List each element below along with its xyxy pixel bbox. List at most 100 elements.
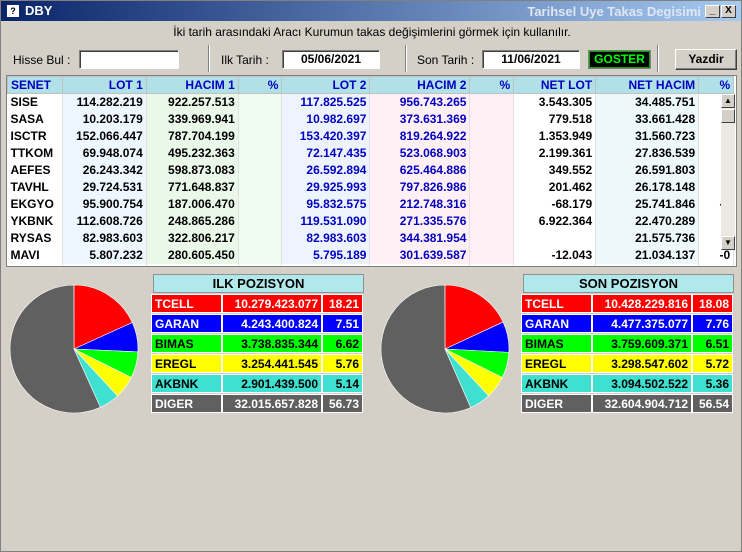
takas-grid[interactable]: SENET LOT 1 HACIM 1% LOT 2 HACIM 2% NET LOT NE… bbox=[6, 75, 737, 267]
column-header[interactable]: NET LOT bbox=[513, 76, 597, 94]
column-header[interactable]: LOT 2 bbox=[281, 76, 371, 94]
table-row[interactable]: ISCTR 152.066.447 787.704.199 153.420.397 81… bbox=[7, 127, 735, 145]
table-cell bbox=[238, 229, 283, 247]
table-cell: 797.826.986 bbox=[369, 178, 471, 196]
position-pct: 5.14 bbox=[322, 374, 363, 393]
table-row[interactable]: TTKOM 69.948.074 495.232.363 72.147.435 523.… bbox=[7, 144, 735, 162]
table-cell: 82.983.603 bbox=[281, 229, 371, 247]
position-name: EREGL bbox=[521, 354, 592, 373]
table-cell: 95.900.754 bbox=[62, 195, 147, 213]
column-header[interactable]: % bbox=[237, 76, 283, 94]
column-header[interactable]: LOT 1 bbox=[62, 76, 147, 94]
position-value: 3.094.502.522 bbox=[592, 374, 692, 393]
position-pct: 7.51 bbox=[322, 314, 363, 333]
app-icon[interactable]: ? bbox=[7, 5, 19, 17]
table-cell bbox=[469, 93, 515, 111]
scroll-down-icon[interactable]: ▼ bbox=[721, 236, 735, 250]
table-row[interactable]: TAVHL 29.724.531 771.648.837 29.925.993 797.… bbox=[7, 178, 735, 196]
table-cell: 922.257.513 bbox=[146, 93, 239, 111]
table-cell: -68.179 bbox=[513, 195, 597, 213]
table-cell: 25.741.846 bbox=[595, 195, 700, 213]
hisse-search-input[interactable] bbox=[79, 50, 179, 69]
table-cell: -0 bbox=[698, 246, 735, 264]
table-row[interactable]: MAVI 5.807.232 280.605.450 5.795.189 301.639… bbox=[7, 246, 735, 264]
table-cell: 27.836.539 bbox=[595, 144, 700, 162]
vertical-scrollbar[interactable]: ▲ ▼ bbox=[721, 94, 735, 250]
table-cell: 819.264.922 bbox=[369, 127, 471, 145]
ilk-pozisyon-header: ILK POZISYON bbox=[153, 274, 364, 293]
position-pct: 56.54 bbox=[692, 394, 733, 413]
table-cell: 5.807.232 bbox=[62, 246, 147, 264]
son-tarih-input[interactable]: 11/06/2021 bbox=[482, 50, 580, 69]
goster-button[interactable]: GOSTER bbox=[588, 50, 651, 69]
table-cell: 771.648.837 bbox=[146, 178, 239, 196]
table-cell bbox=[469, 178, 515, 196]
total-cell bbox=[698, 263, 735, 266]
column-header[interactable]: HACIM 2 bbox=[369, 76, 471, 94]
table-row[interactable]: SASA 10.203.179 339.969.941 10.982.697 373.6… bbox=[7, 110, 735, 128]
table-row[interactable]: AEFES 26.243.342 598.873.083 26.592.894 625.… bbox=[7, 161, 735, 179]
position-row: GARAN 4.477.375.077 7.76 bbox=[521, 314, 733, 333]
position-value: 2.901.439.500 bbox=[222, 374, 322, 393]
position-value: 4.477.375.077 bbox=[592, 314, 692, 333]
total-cell: 4.599.763.523 bbox=[62, 263, 147, 266]
ilk-tarih-label: Ilk Tarih : bbox=[221, 53, 269, 67]
table-cell: 117.825.525 bbox=[281, 93, 371, 111]
pie-slice-diger bbox=[380, 284, 472, 414]
ilk-pozisyon-pie-chart bbox=[9, 284, 139, 414]
table-cell: 779.518 bbox=[513, 110, 597, 128]
position-name: AKBNK bbox=[151, 374, 222, 393]
table-cell: 153.420.397 bbox=[281, 127, 371, 145]
table-cell: 114.282.219 bbox=[62, 93, 147, 111]
table-cell bbox=[238, 144, 283, 162]
yazdir-button[interactable]: Yazdir bbox=[675, 49, 737, 70]
table-cell bbox=[238, 246, 283, 264]
separator bbox=[405, 45, 407, 72]
separator bbox=[208, 45, 210, 72]
table-cell bbox=[238, 212, 283, 230]
son-pozisyon-header: SON POZISYON bbox=[523, 274, 734, 293]
position-row: EREGL 3.254.441.545 5.76 bbox=[151, 354, 363, 373]
table-cell bbox=[469, 212, 515, 230]
scroll-thumb[interactable] bbox=[721, 109, 735, 123]
table-cell: 33.661.428 bbox=[595, 110, 700, 128]
table-row[interactable]: SISE 114.282.219 922.257.513 117.825.525 956… bbox=[7, 93, 735, 111]
table-row[interactable]: YKBNK 112.608.726 248.865.286 119.531.090 27… bbox=[7, 212, 735, 230]
title-bar[interactable]: ? DBY Tarihsel Uye Takas Degisimi _ X bbox=[1, 1, 741, 21]
scroll-up-icon[interactable]: ▲ bbox=[721, 94, 735, 108]
table-cell: 82.983.603 bbox=[62, 229, 147, 247]
position-pct: 18.08 bbox=[692, 294, 733, 313]
table-cell: 271.335.576 bbox=[369, 212, 471, 230]
minimize-button[interactable]: _ bbox=[705, 5, 720, 18]
table-row[interactable]: RYSAS 82.983.603 322.806.217 82.983.603 344.… bbox=[7, 229, 735, 247]
table-cell: 10.203.179 bbox=[62, 110, 147, 128]
takas-table: SENET LOT 1 HACIM 1% LOT 2 HACIM 2% NET LOT NE… bbox=[7, 76, 735, 266]
position-value: 32.015.657.828 bbox=[222, 394, 322, 413]
table-cell: 26.591.803 bbox=[595, 161, 700, 179]
table-cell: 21.575.736 bbox=[595, 229, 700, 247]
column-header[interactable]: SENET bbox=[7, 76, 63, 94]
table-cell bbox=[238, 127, 283, 145]
position-row: DIGER 32.015.657.828 56.73 bbox=[151, 394, 363, 413]
position-row: EREGL 3.298.547.602 5.72 bbox=[521, 354, 733, 373]
position-name: EREGL bbox=[151, 354, 222, 373]
position-row: TCELL 10.279.423.077 18.21 bbox=[151, 294, 363, 313]
table-cell: 26.592.894 bbox=[281, 161, 371, 179]
window-title: Tarihsel Uye Takas Degisimi bbox=[527, 4, 701, 19]
table-cell: 373.631.369 bbox=[369, 110, 471, 128]
total-cell: 100,00 bbox=[238, 263, 283, 266]
column-header[interactable]: HACIM 1 bbox=[145, 76, 239, 94]
column-header[interactable]: NET HACIM bbox=[595, 76, 700, 94]
close-button[interactable]: X bbox=[721, 5, 736, 18]
position-name: GARAN bbox=[151, 314, 222, 333]
ilk-pozisyon-table: TCELL 10.279.423.077 18.21 GARAN 4.243.400.8… bbox=[151, 293, 363, 414]
table-cell: 322.806.217 bbox=[146, 229, 239, 247]
table-row[interactable]: EKGYO 95.900.754 187.006.470 95.832.575 212.… bbox=[7, 195, 735, 213]
table-cell: 1.353.949 bbox=[513, 127, 597, 145]
column-header[interactable]: % bbox=[469, 76, 515, 94]
grid-header-row: SENET LOT 1 HACIM 1% LOT 2 HACIM 2% NET LOT NE… bbox=[7, 76, 735, 94]
position-value: 3.298.547.602 bbox=[592, 354, 692, 373]
table-cell: 301.639.587 bbox=[369, 246, 471, 264]
column-header[interactable]: % bbox=[698, 76, 735, 94]
ilk-tarih-input[interactable]: 05/06/2021 bbox=[282, 50, 380, 69]
